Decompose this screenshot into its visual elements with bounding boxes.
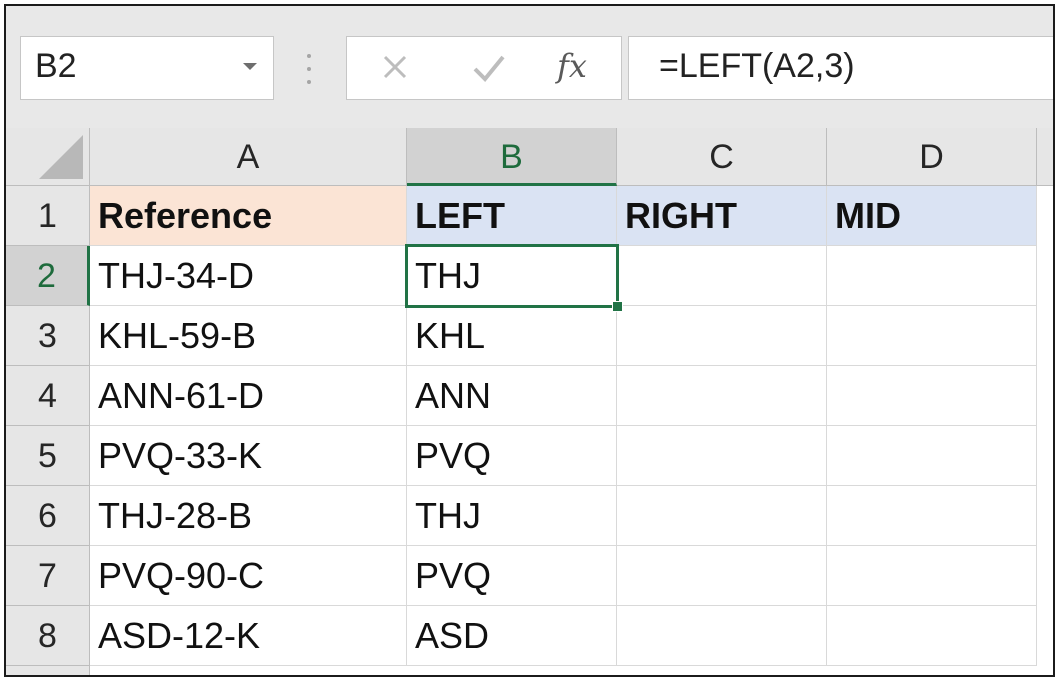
- cell-c8[interactable]: [617, 606, 827, 666]
- cell-a4[interactable]: ANN-61-D: [90, 366, 407, 426]
- cell-c1[interactable]: RIGHT: [617, 186, 827, 246]
- row-header-4[interactable]: 4: [6, 366, 90, 426]
- cell-d7[interactable]: [827, 546, 1037, 606]
- row-header-6[interactable]: 6: [6, 486, 90, 546]
- cell-a6[interactable]: THJ-28-B: [90, 486, 407, 546]
- column-header-c[interactable]: C: [617, 128, 827, 186]
- cell-a1[interactable]: Reference: [90, 186, 407, 246]
- cell-c6[interactable]: [617, 486, 827, 546]
- name-box-value: B2: [35, 47, 77, 85]
- column-header-d[interactable]: D: [827, 128, 1037, 186]
- cell-d3[interactable]: [827, 306, 1037, 366]
- row-header-9[interactable]: [6, 666, 90, 675]
- column-header-e[interactable]: [1037, 128, 1053, 186]
- row-header-5[interactable]: 5: [6, 426, 90, 486]
- cell-b2[interactable]: THJ: [407, 246, 617, 306]
- cell-b7[interactable]: PVQ: [407, 546, 617, 606]
- formula-bar-area: B2 fx =LEFT(A2,3): [6, 6, 1053, 128]
- formula-input[interactable]: =LEFT(A2,3): [628, 36, 1053, 100]
- row-header-1[interactable]: 1: [6, 186, 90, 246]
- cell-a3[interactable]: KHL-59-B: [90, 306, 407, 366]
- cell-c7[interactable]: [617, 546, 827, 606]
- cell-c5[interactable]: [617, 426, 827, 486]
- cell-b4[interactable]: ANN: [407, 366, 617, 426]
- fx-icon[interactable]: fx: [551, 37, 611, 99]
- row-header-7[interactable]: 7: [6, 546, 90, 606]
- cancel-icon[interactable]: [365, 37, 425, 99]
- cell-d2[interactable]: [827, 246, 1037, 306]
- excel-window: B2 fx =LEFT(A2,3): [4, 4, 1055, 677]
- cell-a5[interactable]: PVQ-33-K: [90, 426, 407, 486]
- column-header-b[interactable]: B: [407, 128, 617, 186]
- cell-c2[interactable]: [617, 246, 827, 306]
- enter-check-icon[interactable]: [459, 37, 519, 99]
- cell-a2[interactable]: THJ-34-D: [90, 246, 407, 306]
- row-header-8[interactable]: 8: [6, 606, 90, 666]
- column-header-a[interactable]: A: [90, 128, 407, 186]
- cell-b6[interactable]: THJ: [407, 486, 617, 546]
- fx-label: fx: [557, 47, 587, 85]
- name-box[interactable]: B2: [20, 36, 274, 100]
- chevron-down-icon[interactable]: [243, 63, 257, 70]
- cell-a8[interactable]: ASD-12-K: [90, 606, 407, 666]
- row-header-3[interactable]: 3: [6, 306, 90, 366]
- formula-text: =LEFT(A2,3): [659, 47, 855, 85]
- more-vertical-icon[interactable]: [306, 54, 312, 84]
- cell-c3[interactable]: [617, 306, 827, 366]
- cell-a7[interactable]: PVQ-90-C: [90, 546, 407, 606]
- spreadsheet-grid: A B C D 1 Reference LEFT RIGHT MID 2 THJ…: [6, 128, 1053, 675]
- cell-c4[interactable]: [617, 366, 827, 426]
- cell-d5[interactable]: [827, 426, 1037, 486]
- cell-b5[interactable]: PVQ: [407, 426, 617, 486]
- cell-d8[interactable]: [827, 606, 1037, 666]
- cell-b1[interactable]: LEFT: [407, 186, 617, 246]
- cell-d1[interactable]: MID: [827, 186, 1037, 246]
- fill-handle[interactable]: [612, 301, 623, 312]
- formula-buttons: fx: [346, 36, 622, 100]
- cell-b8[interactable]: ASD: [407, 606, 617, 666]
- cell-b3[interactable]: KHL: [407, 306, 617, 366]
- row-header-2[interactable]: 2: [6, 246, 90, 306]
- cell-d6[interactable]: [827, 486, 1037, 546]
- cell-d4[interactable]: [827, 366, 1037, 426]
- select-all-icon[interactable]: [6, 128, 90, 186]
